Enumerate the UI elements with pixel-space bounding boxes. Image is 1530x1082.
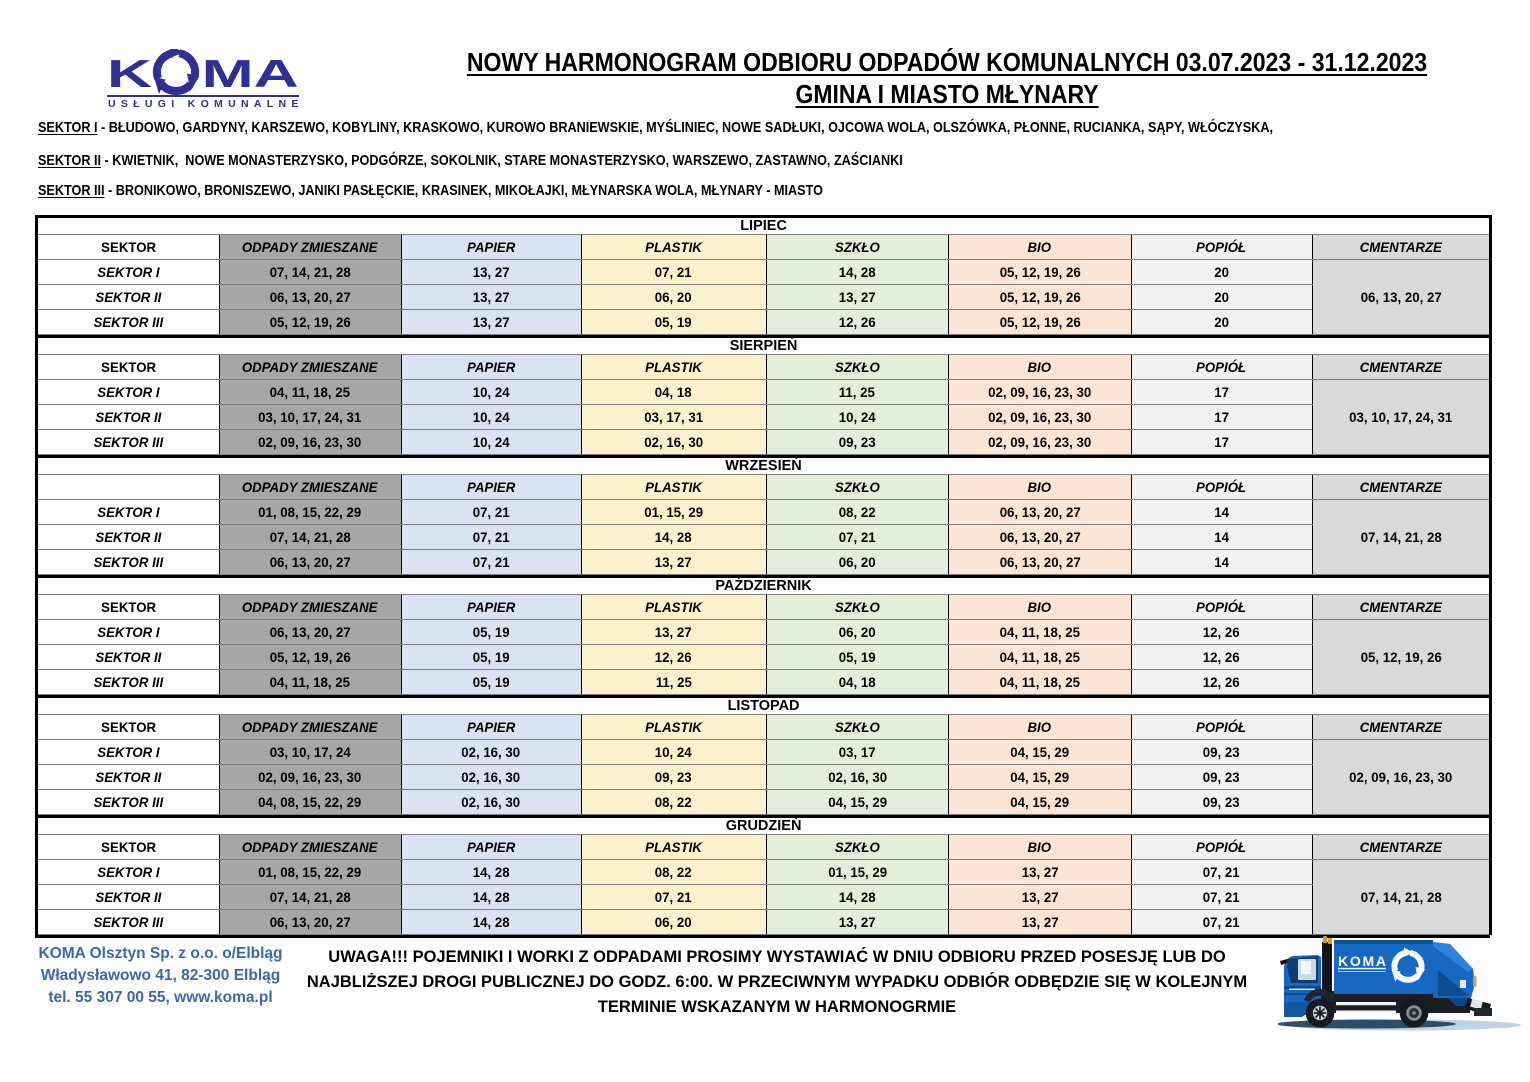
svg-text:KOMA: KOMA	[1338, 953, 1386, 969]
